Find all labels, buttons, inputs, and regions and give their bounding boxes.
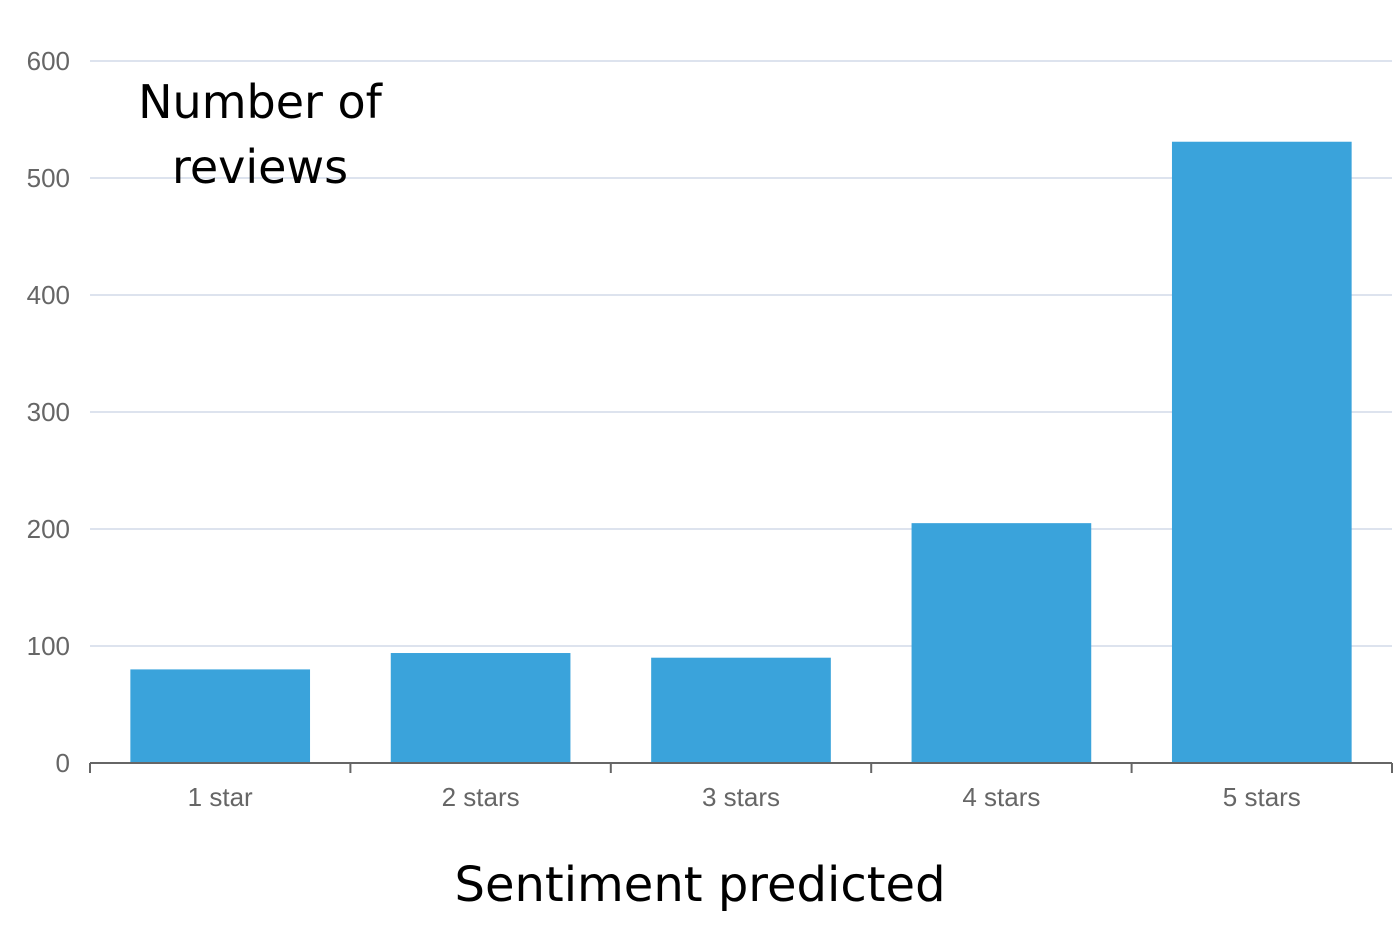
y-tick-label: 100 — [27, 631, 70, 661]
bars — [130, 141, 1352, 764]
x-tick-label: 5 stars — [1223, 782, 1301, 812]
x-tick-label: 2 stars — [442, 782, 520, 812]
x-tick-label: 4 stars — [962, 782, 1040, 812]
bar — [651, 657, 831, 763]
y-tick-label: 400 — [27, 280, 70, 310]
bar — [390, 653, 571, 763]
bar — [130, 669, 311, 763]
y-tick-label: 200 — [27, 514, 70, 544]
bar — [911, 523, 1092, 763]
y-tick-label: 500 — [27, 163, 70, 193]
y-tick-label: 300 — [27, 397, 70, 427]
y-tick-label: 0 — [56, 748, 70, 778]
y-axis-title-line-1: Number of — [138, 75, 382, 129]
y-axis-title-line-2: reviews — [171, 140, 349, 194]
x-tick-label: 3 stars — [702, 782, 780, 812]
y-tick-label: 600 — [27, 46, 70, 76]
x-tick-label: 1 star — [188, 782, 253, 812]
bar — [1171, 141, 1352, 764]
x-axis-title: Sentiment predicted — [454, 857, 946, 913]
x-axis — [89, 762, 1393, 773]
x-tick-labels: 1 star 2 stars 3 stars 4 stars 5 stars — [188, 782, 1301, 812]
y-tick-labels: 0 100 200 300 400 500 600 — [27, 46, 70, 778]
